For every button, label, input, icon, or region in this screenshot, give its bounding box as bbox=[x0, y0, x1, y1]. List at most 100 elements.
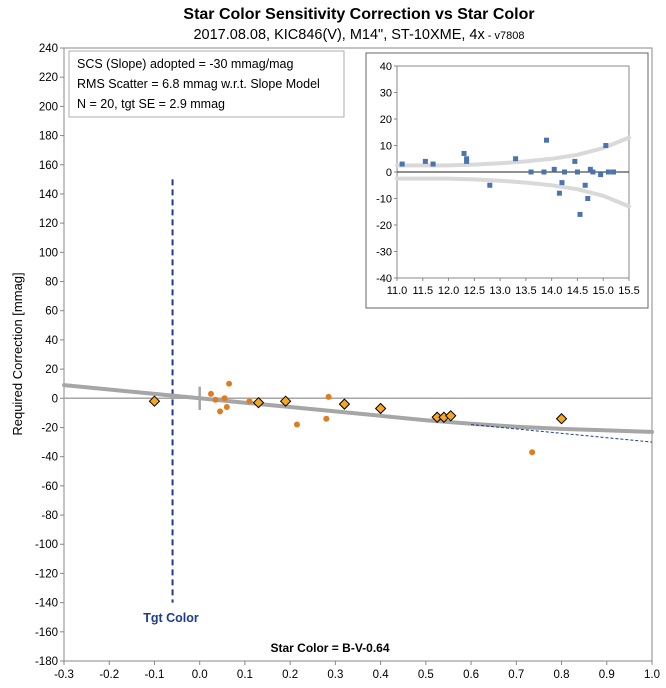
x-tick-label: -0.3 bbox=[54, 669, 74, 681]
y-tick-label: -160 bbox=[35, 627, 58, 639]
inset-data-square bbox=[551, 166, 557, 172]
inset-data-square bbox=[605, 169, 611, 175]
inset-data-square bbox=[587, 166, 593, 172]
info-box-frame bbox=[68, 50, 345, 118]
inset-data-square bbox=[574, 169, 580, 175]
y-tick-label: -120 bbox=[35, 568, 58, 580]
data-point-diamond bbox=[374, 402, 387, 415]
inset-x-tick-label: 15.5 bbox=[618, 285, 639, 297]
x-tick-label: 0.3 bbox=[327, 669, 343, 681]
y-tick-label: -140 bbox=[35, 598, 58, 610]
inset-plot: 40 30 20 10 0 -10 -20 -30 -40 11.0 11.5 12.0 12.5 13… bbox=[365, 52, 649, 309]
info-line-rms: RMS Scatter = 6.8 mmag w.r.t. Slope Mode… bbox=[77, 77, 320, 91]
inset-y-tick-label: 0 bbox=[386, 167, 392, 179]
inset-data-square bbox=[585, 196, 591, 201]
y-tick-label: -180 bbox=[35, 656, 58, 668]
inset-data-square bbox=[464, 158, 470, 164]
data-point-dot bbox=[325, 393, 332, 400]
inset-data-square bbox=[572, 158, 578, 164]
inset-data-square bbox=[399, 161, 405, 167]
model-curve bbox=[62, 383, 654, 434]
version-label: v7808 bbox=[495, 30, 525, 42]
inset-x-tick-label: 15.0 bbox=[593, 285, 614, 297]
main-y-axis: 240220200180160140120100806040200-20-40-… bbox=[35, 43, 64, 668]
data-point-dot bbox=[208, 390, 214, 397]
x-tick-label: 0.5 bbox=[418, 669, 434, 681]
subtitle-separator: - bbox=[485, 30, 495, 42]
x-tick-label: 1.0 bbox=[644, 669, 660, 681]
data-point-dot bbox=[212, 396, 219, 403]
data-point-dot bbox=[221, 395, 228, 402]
inset-y-tick-label: 30 bbox=[380, 88, 392, 100]
inset-data-square bbox=[422, 158, 428, 164]
y-tick-label: 40 bbox=[45, 335, 58, 347]
y-tick-label: -100 bbox=[35, 539, 58, 551]
y-tick-label: 240 bbox=[39, 43, 58, 55]
inset-data-square bbox=[556, 190, 562, 196]
x-tick-label: -0.2 bbox=[99, 669, 119, 681]
data-point-dot bbox=[223, 404, 230, 411]
main-plot: 240220200180160140120100806040200-20-40-… bbox=[10, 43, 660, 681]
y-tick-label: 100 bbox=[39, 247, 58, 259]
data-point-diamond bbox=[252, 396, 265, 409]
data-point-diamond bbox=[148, 395, 161, 407]
x-tick-label: 0.4 bbox=[373, 669, 390, 681]
y-axis-title: Required Correction [mmag] bbox=[10, 272, 25, 435]
y-tick-label: 160 bbox=[39, 160, 58, 172]
inset-data-square bbox=[461, 150, 467, 156]
info-box: SCS (Slope) adopted = -30 mmag/mag RMS S… bbox=[68, 50, 345, 118]
data-point-diamond bbox=[445, 410, 457, 422]
data-point-diamond bbox=[338, 398, 351, 410]
x-tick-label: 0.9 bbox=[599, 669, 615, 681]
inset-x-tick-label: 14.0 bbox=[541, 285, 562, 297]
inset-x-tick-label: 13.0 bbox=[489, 285, 510, 297]
y-tick-label: -20 bbox=[41, 422, 58, 434]
x-tick-label: 0.6 bbox=[463, 669, 479, 681]
subtitle-text: 2017.08.08, KIC846(V), M14", ST-10XME, 4… bbox=[193, 27, 485, 43]
inset-y-tick-label: -30 bbox=[376, 247, 392, 259]
inset-data-square bbox=[487, 182, 493, 188]
slope-line bbox=[471, 424, 653, 443]
inset-data-square bbox=[544, 137, 550, 143]
inset-data-marks bbox=[395, 135, 631, 217]
inset-data-square bbox=[528, 169, 534, 175]
tgt-color-label: Tgt Color bbox=[143, 611, 199, 625]
data-point-dot bbox=[529, 449, 536, 456]
inset-data-square bbox=[582, 182, 588, 188]
chart-title: Star Color Sensitivity Correction vs Sta… bbox=[183, 6, 534, 23]
inset-data-square bbox=[541, 169, 547, 175]
x-tick-label: 0.2 bbox=[282, 669, 298, 681]
x-tick-label: 0.7 bbox=[508, 669, 524, 681]
inset-x-tick-label: 13.5 bbox=[515, 285, 536, 297]
inset-y-tick-label: 40 bbox=[380, 61, 392, 73]
x-tick-label: -0.1 bbox=[145, 669, 165, 681]
y-tick-label: 80 bbox=[45, 277, 58, 289]
inset-y-tick-label: 10 bbox=[380, 141, 392, 153]
main-x-axis: -0.3 -0.2 -0.1 0.0 0.1 0.2 0.3 0.4 0.5 0.6 0.7 0.8 0… bbox=[54, 661, 660, 681]
inset-x-tick-label: 11.5 bbox=[412, 285, 433, 297]
inset-data-square bbox=[430, 161, 436, 167]
main-plot-frame bbox=[63, 47, 653, 662]
inset-x-tick-label: 14.5 bbox=[567, 285, 588, 297]
inset-x-axis: 11.0 11.5 12.0 12.5 13.0 13.5 14.0 14.5 15.0 15.5 bbox=[387, 278, 640, 297]
y-tick-label: 0 bbox=[52, 393, 58, 405]
y-tick-label: 200 bbox=[39, 101, 58, 113]
y-tick-label: -60 bbox=[41, 481, 58, 493]
x-tick-label: 0.8 bbox=[554, 669, 570, 681]
inset-y-tick-label: -10 bbox=[376, 194, 392, 206]
inset-x-tick-label: 12.5 bbox=[464, 285, 485, 297]
inset-y-tick-label: 20 bbox=[380, 114, 392, 126]
y-tick-label: 220 bbox=[39, 72, 58, 84]
data-point-dot bbox=[293, 421, 300, 428]
info-line-slope: SCS (Slope) adopted = -30 mmag/mag bbox=[77, 57, 293, 71]
y-tick-label: 60 bbox=[45, 306, 58, 318]
data-point-dot bbox=[217, 408, 224, 415]
inset-envelope-lower bbox=[395, 176, 631, 209]
y-tick-label: -80 bbox=[41, 510, 58, 522]
inset-data-square bbox=[513, 156, 519, 162]
info-line-n: N = 20, tgt SE = 2.9 mmag bbox=[77, 97, 225, 111]
inset-y-axis: 40 30 20 10 0 -10 -20 -30 -40 bbox=[376, 61, 397, 285]
inset-data-square bbox=[577, 211, 583, 217]
y-tick-label: 180 bbox=[39, 131, 58, 143]
